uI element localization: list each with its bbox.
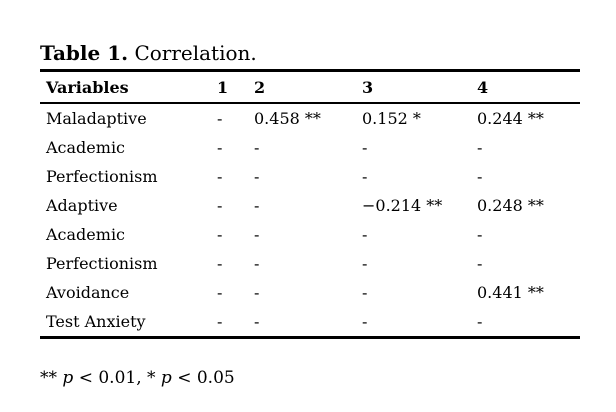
value-cell: -: [217, 283, 223, 302]
table-body: Maladaptive - 0.458 ** 0.152 * 0.244 ** Acade…: [40, 103, 580, 338]
value-cell: -: [477, 167, 483, 186]
value-cell: -: [362, 138, 368, 157]
table-row: Perfectionism - - - -: [40, 162, 580, 191]
table-row: Academic - - - -: [40, 133, 580, 162]
value-cell: 0.458 **: [254, 109, 321, 128]
value-cell: -: [217, 254, 223, 273]
value-cell: -: [362, 225, 368, 244]
value-cell: -: [217, 109, 223, 128]
table-caption: Correlation.: [134, 41, 257, 65]
variable-cell: Academic: [46, 138, 126, 157]
footnote-italic-text: p: [160, 368, 172, 388]
value-cell: 0.441 **: [477, 283, 544, 302]
value-cell: -: [477, 225, 483, 244]
value-cell: -: [254, 283, 260, 302]
table-row: Maladaptive - 0.458 ** 0.152 * 0.244 **: [40, 103, 580, 133]
table-row: Test Anxiety - - - -: [40, 307, 580, 338]
value-cell: −0.214 **: [362, 196, 443, 215]
footnote-text: **: [40, 368, 63, 388]
table-row: Perfectionism - - - -: [40, 249, 580, 278]
variable-cell: Maladaptive: [46, 109, 147, 128]
value-cell: -: [217, 138, 223, 157]
table-header-row: Variables 1 2 3 4: [40, 70, 580, 104]
header-col-3: 3: [362, 70, 477, 104]
value-cell: -: [362, 283, 368, 302]
table-number-label: Table 1.: [40, 41, 129, 65]
value-cell: -: [217, 196, 223, 215]
table-row: Adaptive - - −0.214 ** 0.248 **: [40, 191, 580, 220]
variable-cell: Perfectionism: [46, 254, 158, 273]
value-cell: 0.152 *: [362, 109, 421, 128]
value-cell: -: [254, 312, 260, 331]
header-col-4: 4: [477, 70, 580, 104]
value-cell: -: [477, 254, 483, 273]
footnote-text: < 0.01, *: [73, 368, 161, 388]
value-cell: -: [477, 312, 483, 331]
footnote-italic-text: p: [62, 368, 74, 388]
table-title: Table 1. Correlation.: [40, 40, 257, 66]
value-cell: -: [362, 167, 368, 186]
value-cell: -: [477, 138, 483, 157]
footnote-text: < 0.05: [171, 368, 235, 388]
value-cell: -: [362, 254, 368, 273]
value-cell: -: [362, 312, 368, 331]
variable-cell: Academic: [46, 225, 126, 244]
value-cell: 0.244 **: [477, 109, 544, 128]
variable-cell: Test Anxiety: [46, 312, 146, 331]
variable-cell: Avoidance: [46, 283, 130, 302]
variable-cell: Perfectionism: [46, 167, 158, 186]
variable-cell: Adaptive: [46, 196, 118, 215]
header-col-2: 2: [254, 70, 362, 104]
value-cell: -: [254, 138, 260, 157]
value-cell: -: [217, 312, 223, 331]
correlation-table: Variables 1 2 3 4 Maladaptive - 0.458 ** 0.…: [40, 69, 580, 339]
value-cell: -: [254, 225, 260, 244]
value-cell: -: [254, 196, 260, 215]
value-cell: -: [217, 225, 223, 244]
value-cell: -: [254, 167, 260, 186]
table-row: Academic - - - -: [40, 220, 580, 249]
header-variables: Variables: [40, 70, 217, 104]
header-col-1: 1: [217, 70, 254, 104]
value-cell: -: [254, 254, 260, 273]
table-row: Avoidance - - - 0.441 **: [40, 278, 580, 307]
value-cell: -: [217, 167, 223, 186]
value-cell: 0.248 **: [477, 196, 544, 215]
significance-footnote: ** p < 0.01, * p < 0.05: [40, 366, 235, 390]
